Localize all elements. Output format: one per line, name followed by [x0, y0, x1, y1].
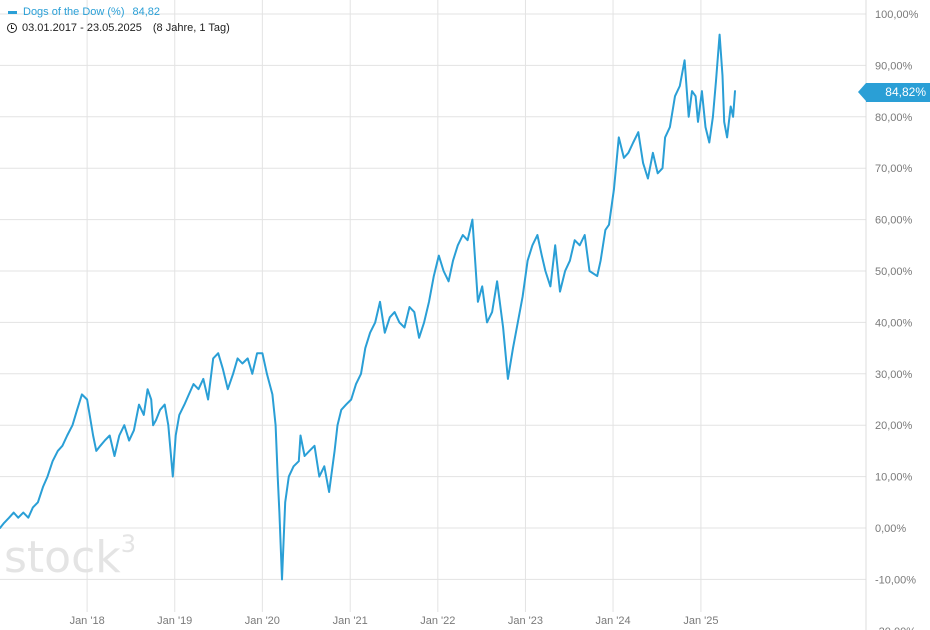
y-tick-label: 20,00%: [875, 420, 913, 432]
y-tick-label: 70,00%: [875, 163, 913, 175]
y-axis: 100,00% 90,00% 80,00% 70,00% 60,00% 50,00% 40,…: [875, 9, 919, 630]
period-info: 03.01.2017 - 23.05.2025 (8 Jahre, 1 Tag): [7, 22, 230, 34]
x-tick-label: Jan '25: [683, 615, 718, 627]
y-tick-label: 60,00%: [875, 215, 913, 227]
x-tick-label: Jan '22: [420, 615, 455, 627]
x-tick-label: Jan '18: [70, 615, 105, 627]
y-tick-label: 40,00%: [875, 317, 913, 329]
series-layer: [0, 33, 736, 581]
x-tick-label: Jan '24: [595, 615, 630, 627]
y-tick-label: 90,00%: [875, 60, 913, 72]
y-tick-label: 10,00%: [875, 472, 913, 484]
watermark-logo: stock3: [4, 530, 137, 583]
clock-icon: [7, 23, 17, 33]
chart-legend: Dogs of the Dow (%) 84,82: [8, 6, 160, 18]
x-tick-label: Jan '20: [245, 615, 280, 627]
y-tick-label: 80,00%: [875, 112, 913, 124]
legend-swatch: [8, 10, 17, 14]
x-tick-label: Jan '21: [333, 615, 368, 627]
watermark-text: stock: [4, 532, 121, 583]
x-tick-label: Jan '23: [508, 615, 543, 627]
y-tick-label: -10,00%: [875, 574, 916, 586]
y-tick-label: 100,00%: [875, 9, 919, 21]
x-axis: Jan '18 Jan '19 Jan '20 Jan '21 Jan '22 Jan '…: [70, 615, 719, 627]
period-duration: (8 Jahre, 1 Tag): [152, 22, 230, 34]
x-tick-label: Jan '19: [157, 615, 192, 627]
legend-series-name: Dogs of the Dow (%): [23, 6, 125, 18]
legend-last-value: 84,82: [132, 6, 161, 18]
y-tick-label: 0,00%: [875, 523, 906, 535]
y-tick-label: 50,00%: [875, 266, 913, 278]
chart-grid: [0, 0, 867, 630]
y-tick-label: -20,00%: [875, 626, 916, 630]
series-line: [0, 33, 736, 581]
y-tick-label: 30,00%: [875, 369, 913, 381]
period-range: 03.01.2017 - 23.05.2025: [22, 22, 142, 34]
watermark-superscript: 3: [120, 530, 137, 559]
last-value-badge: 84,82%: [858, 83, 930, 102]
